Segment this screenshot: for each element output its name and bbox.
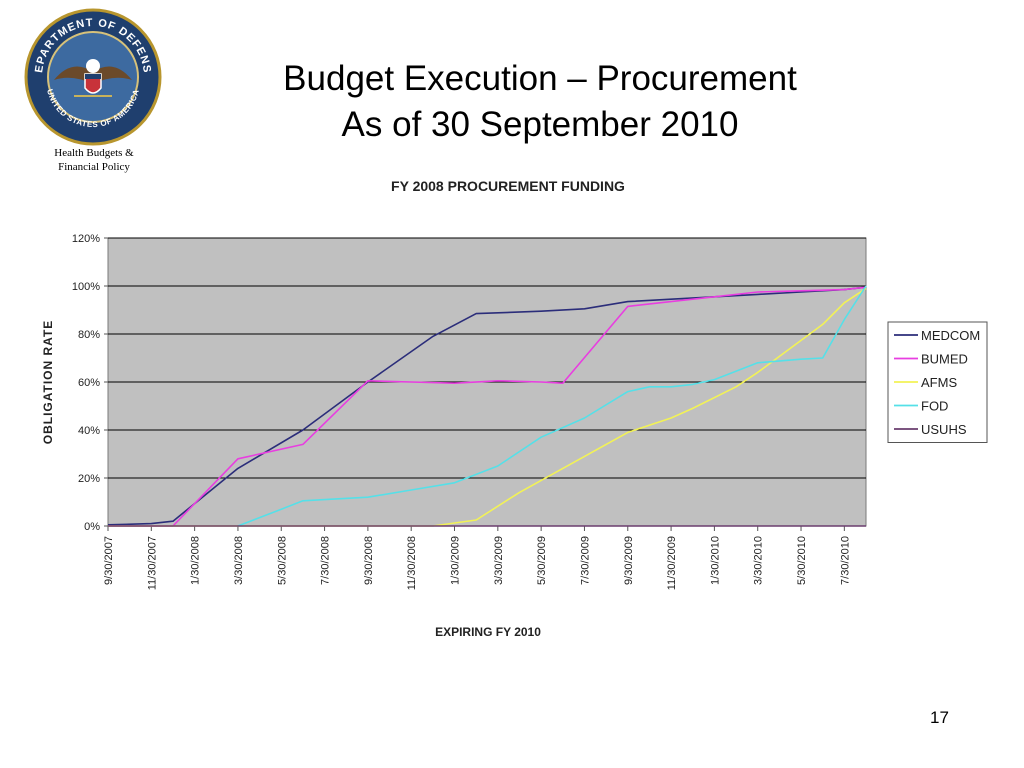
- x-tick-label: 3/30/2009: [493, 536, 505, 585]
- x-tick-label: 9/30/2008: [363, 536, 375, 585]
- x-tick-label: 9/30/2007: [103, 536, 115, 585]
- org-line-1: Health Budgets &: [54, 147, 134, 159]
- title-line-1: Budget Execution – Procurement: [283, 59, 797, 98]
- y-tick-label: 0%: [84, 521, 100, 533]
- y-tick-label: 60%: [78, 377, 100, 389]
- y-tick-label: 100%: [72, 281, 100, 293]
- legend-label-medcom: MEDCOM: [921, 328, 980, 343]
- title-line-2: As of 30 September 2010: [341, 105, 739, 144]
- x-tick-label: 5/30/2008: [276, 536, 288, 585]
- org-line-2: Financial Policy: [58, 161, 130, 173]
- legend-label-usuhs: USUHS: [921, 422, 967, 437]
- series-line-afms: [108, 287, 867, 527]
- x-tick-label: 1/30/2008: [190, 536, 202, 585]
- series-line-bumed: [108, 286, 867, 527]
- x-axis-label: EXPIRING FY 2010: [435, 625, 541, 639]
- legend-label-afms: AFMS: [921, 375, 957, 390]
- x-tick-label: 7/30/2010: [839, 536, 851, 585]
- y-axis-label: OBLIGATION RATE: [41, 320, 55, 445]
- chart-title: FY 2008 PROCUREMENT FUNDING: [391, 178, 625, 194]
- x-tick-label: 1/30/2009: [450, 536, 462, 585]
- x-tick-label: 5/30/2009: [536, 536, 548, 585]
- legend-label-fod: FOD: [921, 399, 948, 414]
- x-tick-label: 11/30/2009: [666, 536, 678, 590]
- x-tick-label: 3/30/2010: [753, 536, 765, 585]
- x-tick-label: 7/30/2009: [579, 536, 591, 585]
- slide-title: Budget Execution – Procurement As of 30 …: [180, 56, 900, 148]
- dod-seal-logo: DEPARTMENT OF DEFENSE UNITED STATES OF A…: [24, 8, 162, 146]
- x-tick-label: 11/30/2007: [146, 536, 158, 590]
- series-line-fod: [237, 285, 867, 527]
- y-tick-label: 40%: [78, 425, 100, 437]
- x-tick-label: 11/30/2008: [406, 536, 418, 590]
- y-tick-label: 80%: [78, 329, 100, 341]
- y-tick-label: 120%: [72, 233, 100, 245]
- x-tick-label: 1/30/2010: [709, 536, 721, 585]
- series-line-medcom: [107, 286, 867, 526]
- legend-label-bumed: BUMED: [921, 352, 968, 367]
- org-label: Health Budgets & Financial Policy: [16, 146, 172, 174]
- x-tick-label: 5/30/2010: [796, 536, 808, 585]
- x-tick-label: 7/30/2008: [320, 536, 332, 585]
- eagle-head-icon: [86, 59, 100, 73]
- x-tick-label: 9/30/2009: [623, 536, 635, 585]
- x-tick-label: 3/30/2008: [233, 536, 245, 585]
- page-number: 17: [930, 708, 949, 727]
- y-tick-label: 20%: [78, 473, 100, 485]
